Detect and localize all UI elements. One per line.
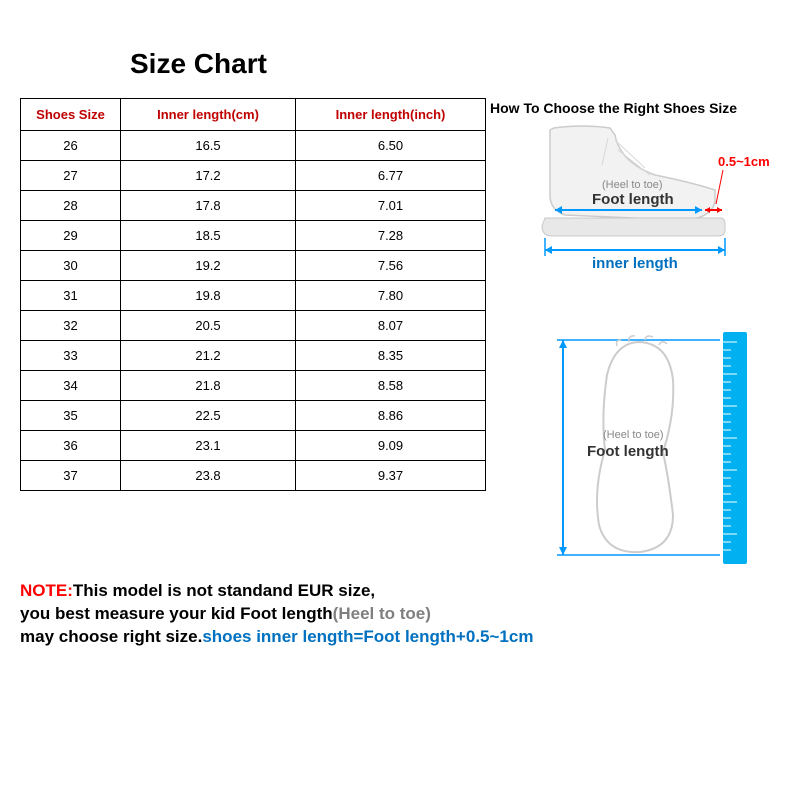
table-cell: 26 bbox=[21, 131, 121, 161]
table-cell: 16.5 bbox=[121, 131, 296, 161]
table-cell: 23.8 bbox=[121, 461, 296, 491]
note-line3a: may choose right size. bbox=[20, 627, 202, 646]
table-row: 2717.26.77 bbox=[21, 161, 486, 191]
table-cell: 28 bbox=[21, 191, 121, 221]
table-cell: 22.5 bbox=[121, 401, 296, 431]
table-row: 2817.87.01 bbox=[21, 191, 486, 221]
table-cell: 6.77 bbox=[296, 161, 486, 191]
table-row: 3119.87.80 bbox=[21, 281, 486, 311]
table-cell: 17.2 bbox=[121, 161, 296, 191]
foot-length-label-2: Foot length bbox=[587, 443, 669, 460]
table-cell: 32 bbox=[21, 311, 121, 341]
note-label: NOTE: bbox=[20, 581, 73, 600]
table-row: 2616.56.50 bbox=[21, 131, 486, 161]
col-shoes-size: Shoes Size bbox=[21, 99, 121, 131]
table-row: 3522.58.86 bbox=[21, 401, 486, 431]
inner-length-label: inner length bbox=[592, 255, 678, 272]
table-row: 3623.19.09 bbox=[21, 431, 486, 461]
heel-toe-label-2: (Heel to toe) bbox=[603, 429, 664, 441]
table-cell: 20.5 bbox=[121, 311, 296, 341]
table-cell: 36 bbox=[21, 431, 121, 461]
table-cell: 7.80 bbox=[296, 281, 486, 311]
table-cell: 29 bbox=[21, 221, 121, 251]
note-line1: This model is not standand EUR size, bbox=[73, 581, 375, 600]
table-cell: 37 bbox=[21, 461, 121, 491]
table-row: 3723.89.37 bbox=[21, 461, 486, 491]
table-cell: 30 bbox=[21, 251, 121, 281]
table-cell: 33 bbox=[21, 341, 121, 371]
table-cell: 17.8 bbox=[121, 191, 296, 221]
table-cell: 23.1 bbox=[121, 431, 296, 461]
note-line2b: (Heel to toe) bbox=[333, 604, 431, 623]
note-block: NOTE:This model is not standand EUR size… bbox=[20, 580, 533, 649]
table-cell: 34 bbox=[21, 371, 121, 401]
table-cell: 21.8 bbox=[121, 371, 296, 401]
table-cell: 6.50 bbox=[296, 131, 486, 161]
table-row: 3019.27.56 bbox=[21, 251, 486, 281]
table-cell: 8.07 bbox=[296, 311, 486, 341]
table-cell: 19.8 bbox=[121, 281, 296, 311]
table-cell: 35 bbox=[21, 401, 121, 431]
shoe-diagram: 0.5~1cm (Heel to toe) Foot length inner … bbox=[510, 120, 770, 270]
table-cell: 19.2 bbox=[121, 251, 296, 281]
size-table: Shoes Size Inner length(cm) Inner length… bbox=[20, 98, 486, 491]
table-cell: 7.56 bbox=[296, 251, 486, 281]
table-header-row: Shoes Size Inner length(cm) Inner length… bbox=[21, 99, 486, 131]
table-cell: 9.37 bbox=[296, 461, 486, 491]
table-cell: 21.2 bbox=[121, 341, 296, 371]
table-row: 3421.88.58 bbox=[21, 371, 486, 401]
note-line3b: shoes inner length=Foot length+0.5~1cm bbox=[202, 627, 533, 646]
table-cell: 31 bbox=[21, 281, 121, 311]
table-cell: 8.86 bbox=[296, 401, 486, 431]
table-row: 2918.57.28 bbox=[21, 221, 486, 251]
ruler-icon bbox=[723, 332, 747, 564]
table-row: 3321.28.35 bbox=[21, 341, 486, 371]
gap-label: 0.5~1cm bbox=[718, 154, 770, 169]
table-cell: 27 bbox=[21, 161, 121, 191]
foot-diagram: (Heel to toe) Foot length bbox=[545, 320, 775, 580]
size-table-container: Shoes Size Inner length(cm) Inner length… bbox=[20, 98, 485, 491]
col-inner-cm: Inner length(cm) bbox=[121, 99, 296, 131]
table-cell: 7.28 bbox=[296, 221, 486, 251]
note-line2a: you best measure your kid Foot length bbox=[20, 604, 333, 623]
how-to-title: How To Choose the Right Shoes Size bbox=[490, 100, 737, 116]
table-cell: 8.58 bbox=[296, 371, 486, 401]
page-title: Size Chart bbox=[130, 48, 267, 80]
table-cell: 7.01 bbox=[296, 191, 486, 221]
table-cell: 18.5 bbox=[121, 221, 296, 251]
heel-toe-label: (Heel to toe) bbox=[602, 179, 663, 191]
table-row: 3220.58.07 bbox=[21, 311, 486, 341]
foot-length-label: Foot length bbox=[592, 191, 674, 208]
table-cell: 9.09 bbox=[296, 431, 486, 461]
col-inner-inch: Inner length(inch) bbox=[296, 99, 486, 131]
table-cell: 8.35 bbox=[296, 341, 486, 371]
